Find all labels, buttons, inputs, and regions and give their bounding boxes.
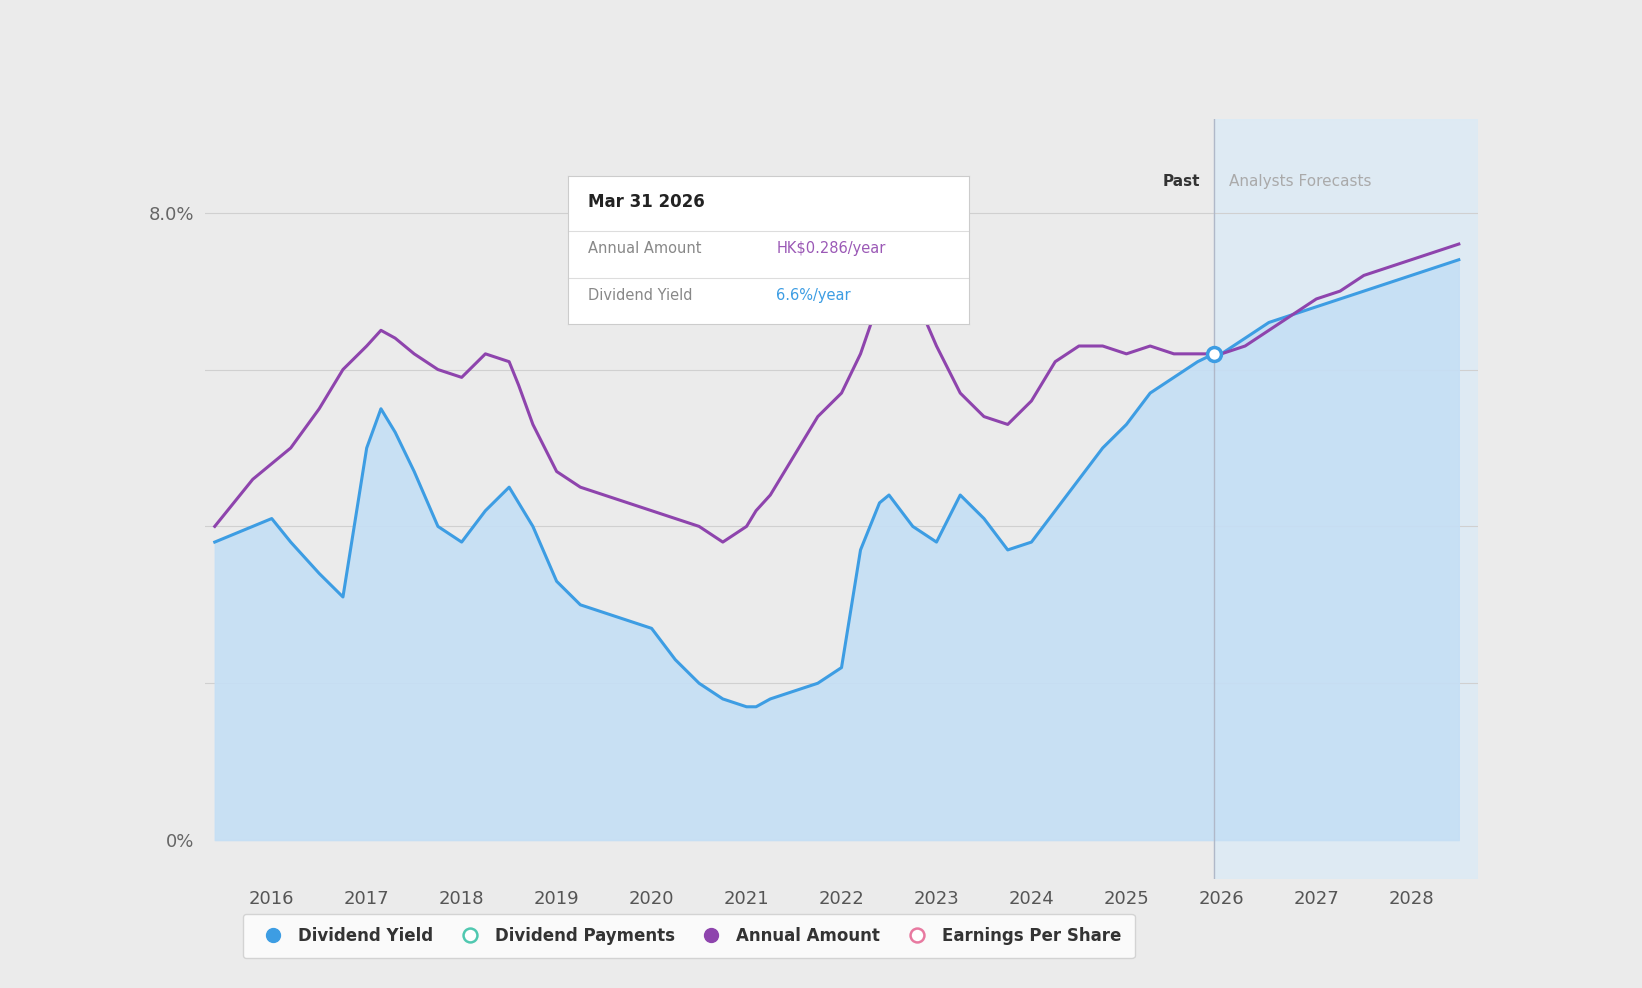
Text: Annual Amount: Annual Amount	[588, 241, 701, 256]
Text: Analysts Forecasts: Analysts Forecasts	[1228, 174, 1371, 189]
Text: Past: Past	[1163, 174, 1200, 189]
Legend: Dividend Yield, Dividend Payments, Annual Amount, Earnings Per Share: Dividend Yield, Dividend Payments, Annua…	[243, 914, 1135, 958]
Text: Mar 31 2026: Mar 31 2026	[588, 194, 704, 211]
Text: HK$0.286/year: HK$0.286/year	[777, 241, 885, 256]
Text: 6.6%/year: 6.6%/year	[777, 288, 851, 303]
Text: Dividend Yield: Dividend Yield	[588, 288, 693, 303]
Bar	[1213, 119, 1478, 879]
